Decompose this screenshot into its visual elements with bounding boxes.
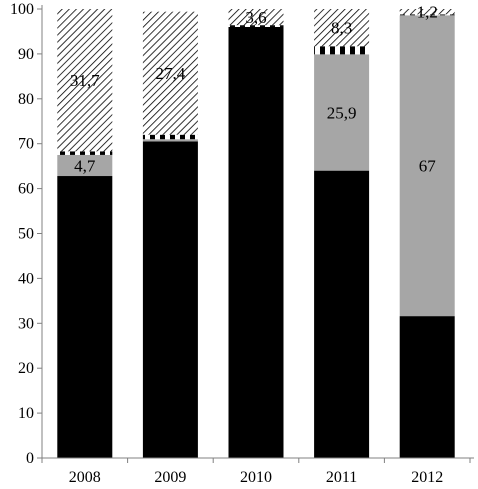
bar-2012-series-2 [399,15,455,317]
bar-2012-series-1 [399,316,455,458]
y-tick-label: 0 [26,450,34,467]
bar-2012-series-4 [399,9,455,15]
y-tick-label: 30 [18,315,34,332]
data-label: 1,2 [417,3,438,22]
y-tick-label: 40 [18,270,34,287]
data-label: 4,7 [74,156,96,175]
axes [37,5,474,463]
bar-2008-series-2 [57,154,113,177]
data-label: 27,4 [156,64,186,83]
y-tick-label: 60 [18,181,34,198]
bar-2011-series-1 [314,170,370,458]
y-tick-label: 20 [18,360,34,377]
y-tick-label: 70 [18,136,34,153]
y-tick-label: 100 [10,1,34,18]
x-tick-label: 2008 [69,469,101,486]
bar-2009-series-3 [142,134,198,140]
bars [57,9,455,459]
data-label: 67 [419,157,437,176]
y-tick-label: 90 [18,46,34,63]
data-label: 31,7 [70,71,100,90]
bar-2011-series-4 [314,9,370,47]
bar-2012-series-3 [399,14,455,16]
x-tick-label: 2010 [240,469,272,486]
data-label: 8,3 [331,19,352,38]
x-tick-label: 2012 [411,469,443,486]
labels: 0 10 20 30 40 50 60 70 80 90 100 2008 2009 2010 2011 20… [10,1,443,486]
bar-2009-series-1 [142,141,198,458]
y-tick-label: 80 [18,91,34,108]
bar-2008-series-4 [57,9,113,152]
x-tick-label: 2009 [154,469,186,486]
bar-2009-series-4 [142,11,198,135]
x-tick-label: 2011 [326,469,357,486]
bar-2010-series-4 [228,9,284,26]
bar-2010-series-1 [228,26,284,459]
y-tick-label: 50 [18,226,34,243]
bar-2008-series-3 [57,151,113,155]
bar-2011-series-2 [314,54,370,171]
data-label: 25,9 [327,103,357,122]
bar-2009-series-2 [142,139,198,142]
y-tick-label: 10 [18,405,34,422]
bar-2010-series-3 [228,25,284,27]
bar-2011-series-3 [314,46,370,55]
data-label: 3,6 [245,8,266,27]
bar-2008-series-1 [57,176,113,458]
